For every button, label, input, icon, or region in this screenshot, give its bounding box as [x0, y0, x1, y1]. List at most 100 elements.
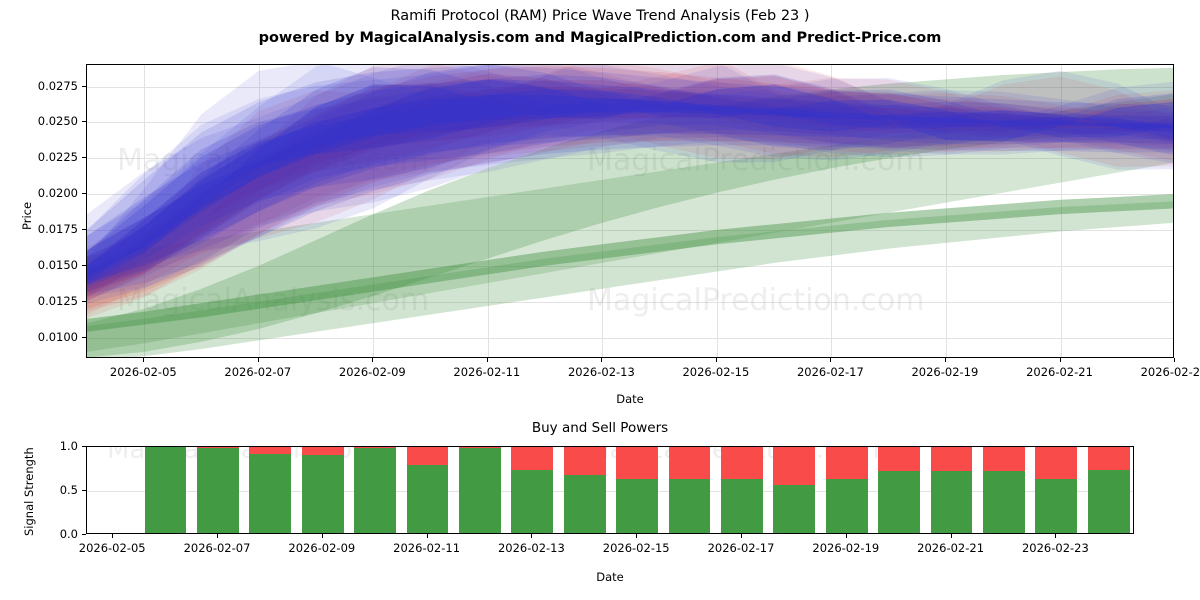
buy-sell-xtick-label: 2026-02-21 — [917, 541, 985, 555]
price-gridline-h — [87, 158, 1173, 160]
price-xtick-label: 2026-02-05 — [109, 365, 177, 379]
price-ytick-label: 0.0250 — [37, 114, 78, 129]
bar-segment-sell — [878, 447, 921, 471]
buy-sell-xaxis-label: Date — [596, 570, 624, 584]
price-xtick-label: 2026-02-15 — [682, 365, 750, 379]
buy-sell-bar — [773, 447, 816, 533]
bar-segment-buy — [354, 447, 397, 533]
price-band-blue-wave-outer — [87, 65, 1173, 295]
buy-sell-bar — [197, 447, 239, 533]
buy-sell-title: Buy and Sell Powers — [531, 420, 669, 436]
price-xtick-mark — [257, 358, 259, 362]
bar-segment-sell — [249, 447, 292, 454]
bar-segment-sell — [301, 447, 344, 455]
buy-sell-bar — [92, 447, 134, 533]
price-band-blue-wave-core — [87, 95, 1173, 276]
buy-sell-bar — [878, 447, 921, 533]
price-band-red-wave-outer-2 — [87, 65, 1173, 315]
price-band-blue-wave-mid-2 — [87, 67, 1173, 290]
price-xtick-label: 2026-02-13 — [567, 365, 635, 379]
price-plot-area: MagicalAnalysis.com MagicalPrediction.com… — [86, 64, 1174, 358]
bar-segment-buy — [983, 470, 1025, 533]
price-gridline-v — [716, 65, 718, 357]
price-xtick-mark — [715, 358, 717, 362]
price-ytick-mark — [82, 228, 86, 230]
price-ytick-label: 0.0200 — [37, 186, 78, 201]
price-band-blue-wave-outer-1 — [87, 65, 1173, 304]
buy-sell-bar — [983, 447, 1025, 533]
price-band-blue-wave-outer-2 — [87, 65, 1173, 301]
price-xaxis-label: Date — [616, 392, 644, 406]
bar-segment-sell — [459, 447, 501, 448]
price-yaxis-label: Price — [20, 201, 34, 230]
bar-segment-sell — [825, 447, 868, 480]
price-gridline-h — [87, 194, 1173, 196]
price-gridline-v — [487, 65, 489, 357]
price-gridline-v — [373, 65, 375, 357]
buy-sell-bar — [825, 447, 868, 533]
price-ytick-mark — [82, 193, 86, 195]
bar-segment-buy — [249, 453, 292, 533]
price-ytick-label: 0.0225 — [37, 150, 78, 165]
price-band-red-wave-outer-3 — [87, 65, 1173, 298]
buy-sell-xtick-label: 2026-02-07 — [183, 541, 251, 555]
price-gridline-h — [87, 229, 1173, 231]
price-xtick-label: 2026-02-11 — [453, 365, 521, 379]
buy-sell-xtick-label: 2026-02-13 — [497, 541, 565, 555]
chart-subtitle: powered by MagicalAnalysis.com and Magic… — [258, 30, 942, 46]
price-xtick-mark — [944, 358, 946, 362]
price-ytick-mark — [82, 264, 86, 266]
bar-segment-buy — [825, 479, 868, 533]
price-ytick-mark — [82, 85, 86, 87]
buy-sell-xtick-mark — [845, 534, 847, 538]
buy-sell-xtick-label: 2026-02-15 — [602, 541, 670, 555]
price-gridline-v — [602, 65, 604, 357]
bar-segment-sell — [1087, 447, 1130, 470]
price-xtick-label: 2026-02-07 — [224, 365, 292, 379]
buy-sell-bar — [249, 447, 292, 533]
price-gridline-h — [87, 337, 1173, 339]
bar-segment-sell — [668, 447, 711, 480]
price-xtick-label: 2026-02-19 — [911, 365, 979, 379]
bar-segment-buy — [721, 479, 763, 533]
bar-segment-buy — [301, 454, 344, 533]
price-band-green-band-outer — [87, 93, 1173, 352]
bar-segment-sell — [616, 447, 659, 480]
bar-segment-sell — [563, 447, 606, 475]
price-xtick-mark — [1174, 358, 1175, 362]
bar-segment-buy — [459, 447, 501, 533]
bar-segment-buy — [563, 474, 606, 533]
price-band-red-wave-core-2 — [87, 75, 1173, 298]
bar-segment-buy — [930, 470, 973, 533]
price-gridline-h — [87, 265, 1173, 267]
buy-sell-xtick-mark — [217, 534, 218, 538]
buy-sell-bar — [459, 447, 501, 533]
buy-sell-bar — [1087, 447, 1130, 533]
price-band-blue-wave-outer-3 — [87, 65, 1173, 283]
chart-title: Ramifi Protocol (RAM) Price Wave Trend A… — [390, 8, 810, 24]
buy-sell-ytick-label: 0.0 — [59, 527, 78, 541]
bar-segment-sell — [983, 447, 1025, 471]
price-ytick-label: 0.0175 — [37, 221, 78, 236]
buy-sell-bar — [301, 447, 344, 533]
price-band-layer — [87, 65, 1173, 357]
bar-segment-buy — [1087, 469, 1130, 533]
price-ytick-label: 0.0275 — [37, 78, 78, 93]
price-band-red-wave-core-0 — [87, 80, 1173, 294]
price-gridline-v — [831, 65, 833, 357]
bar-segment-sell — [197, 447, 239, 448]
price-xtick-label: 2026-02-17 — [796, 365, 864, 379]
price-gridline-h — [87, 86, 1173, 88]
buy-sell-xtick-mark — [636, 534, 638, 538]
price-gridline-v — [1060, 65, 1062, 357]
price-band-green-band-inner — [87, 194, 1173, 332]
price-band-blue-wave-core-1 — [87, 79, 1173, 286]
price-xtick-mark — [830, 358, 832, 362]
buy-sell-ytick-label: 0.5 — [59, 483, 78, 497]
price-xtick-mark — [372, 358, 374, 362]
buy-sell-yaxis-label: Signal Strength — [22, 447, 36, 536]
price-gridline-v — [144, 65, 146, 357]
price-xtick-mark — [143, 358, 145, 362]
buy-sell-bar — [144, 447, 187, 533]
